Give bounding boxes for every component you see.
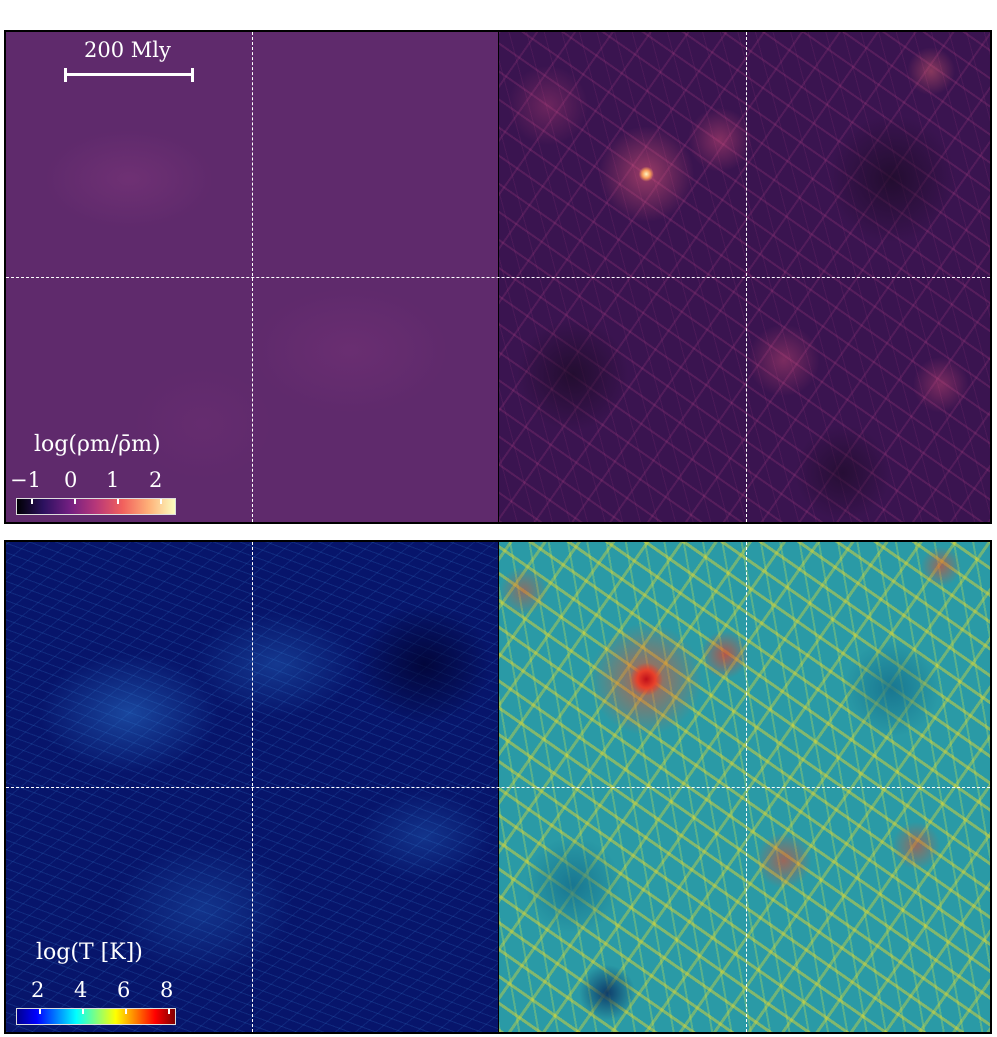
temperature-panel-row: log(T [K]) 2 4 6 8: [4, 540, 992, 1034]
density-colorbar-tick-label: 1: [106, 468, 120, 492]
temperature-colorbar-title: log(T [K]): [36, 940, 143, 965]
scale-bar-cap: [191, 68, 194, 82]
colorbar-tick: [117, 499, 119, 504]
temperature-colorbar-tick-label: 4: [74, 978, 88, 1002]
colorbar-tick: [82, 1009, 84, 1014]
temperature-colorbar: [16, 1008, 176, 1025]
scale-bar: [64, 68, 194, 82]
colorbar-tick: [31, 499, 33, 504]
colorbar-tick: [74, 499, 76, 504]
colorbar-tick: [160, 499, 162, 504]
scale-bar-label: 200 Mly: [84, 38, 171, 62]
density-colorbar-tick-label: 2: [149, 468, 163, 492]
colorbar-tick: [168, 1009, 170, 1014]
temperature-colorbar-tick-label: 8: [160, 978, 174, 1002]
density-colorbar-title: log(ρm/ρ̄m): [34, 432, 161, 457]
density-colorbar: [16, 498, 176, 515]
colorbar-tick: [39, 1009, 41, 1014]
temperature-colorbar-tick-label: 2: [31, 978, 45, 1002]
colorbar-tick: [125, 1009, 127, 1014]
density-colorbar-tick-label: 0: [64, 468, 78, 492]
density-colorbar-tick-label: −1: [10, 468, 41, 492]
temperature-colorbar-tick-label: 6: [117, 978, 131, 1002]
dashed-divider-horizontal: [6, 787, 990, 788]
scale-bar-line: [64, 73, 194, 76]
density-panel-row: 200 Mly log(ρm/ρ̄m) −1 0 1 2: [4, 30, 992, 524]
dashed-divider-horizontal: [6, 277, 990, 278]
scale-bar-cap: [64, 68, 67, 82]
